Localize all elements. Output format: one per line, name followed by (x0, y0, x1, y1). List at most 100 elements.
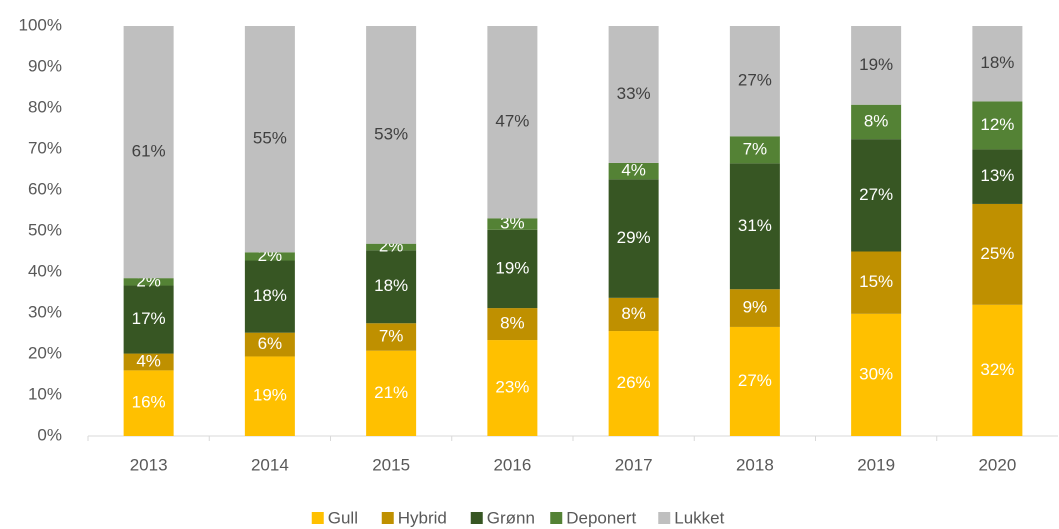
bar-segment (123, 370, 174, 436)
bar-segment (729, 289, 780, 327)
legend-label: Grønn (487, 508, 535, 527)
bar-segment (123, 278, 174, 286)
data-label: 23% (495, 378, 529, 397)
x-tick-label: 2020 (978, 455, 1016, 474)
legend-swatch (470, 512, 483, 524)
legend-swatch (550, 512, 563, 524)
bar-segment (244, 356, 295, 436)
bar-segment (366, 323, 417, 351)
data-label: 32% (980, 360, 1014, 379)
bar-segment (487, 26, 538, 219)
data-label: 18% (253, 286, 287, 305)
y-tick-label: 30% (28, 302, 62, 321)
bar-segment (487, 308, 538, 341)
y-tick-label: 90% (28, 56, 62, 75)
bar-segment (972, 101, 1023, 150)
y-tick-label: 60% (28, 179, 62, 198)
bar-segment (608, 162, 659, 180)
data-label: 4% (621, 161, 646, 180)
bar-segment (729, 136, 780, 164)
bar-segment (851, 104, 902, 140)
data-label: 8% (864, 111, 889, 130)
bar-segment (972, 149, 1023, 204)
bar-segment (851, 313, 902, 436)
bar-segment (851, 251, 902, 314)
bar-segment (972, 304, 1023, 436)
x-tick-label: 2014 (251, 455, 289, 474)
data-label: 47% (495, 112, 529, 131)
data-label: 26% (617, 373, 651, 392)
data-label: 12% (980, 115, 1014, 134)
data-label: 21% (374, 383, 408, 402)
bar-segment (608, 26, 659, 163)
bar-segment (608, 179, 659, 298)
legend-label: Deponert (566, 508, 636, 527)
data-label: 8% (621, 304, 646, 323)
bar-segment (244, 332, 295, 357)
data-label: 17% (132, 309, 166, 328)
x-tick-label: 2015 (372, 455, 410, 474)
y-tick-label: 80% (28, 97, 62, 116)
data-label: 19% (859, 55, 893, 74)
legend-swatch (311, 512, 324, 524)
bar-segment (851, 139, 902, 252)
bar-segment (729, 26, 780, 137)
data-label: 16% (132, 393, 166, 412)
bar-segment (123, 285, 174, 354)
legend-swatch (658, 512, 671, 524)
bar-segment (487, 340, 538, 436)
bar-segment (366, 26, 417, 244)
data-label: 27% (738, 371, 772, 390)
data-label: 18% (980, 53, 1014, 72)
x-tick-label: 2019 (857, 455, 895, 474)
bar-segment (366, 250, 417, 324)
x-tick-label: 2016 (493, 455, 531, 474)
x-tick-label: 2018 (736, 455, 774, 474)
bar-segment (729, 163, 780, 290)
bar-segment (972, 203, 1023, 305)
y-tick-label: 40% (28, 261, 62, 280)
legend-label: Gull (328, 508, 358, 527)
data-label: 53% (374, 124, 408, 143)
data-label: 15% (859, 272, 893, 291)
data-label: 19% (253, 386, 287, 405)
data-label: 6% (258, 334, 283, 353)
bar-segment (123, 353, 174, 371)
y-tick-label: 100% (19, 15, 62, 34)
data-label: 29% (617, 228, 651, 247)
data-label: 31% (738, 216, 772, 235)
y-tick-label: 0% (37, 425, 62, 444)
data-label: 13% (980, 166, 1014, 185)
data-label: 8% (500, 314, 525, 333)
y-tick-label: 70% (28, 138, 62, 157)
x-tick-label: 2013 (130, 455, 168, 474)
bar-segment (608, 331, 659, 436)
bar-segment (972, 26, 1023, 102)
legend-label: Lukket (674, 508, 724, 527)
data-label: 25% (980, 244, 1014, 263)
x-tick-label: 2017 (615, 455, 653, 474)
bar-segment (608, 297, 659, 332)
data-label: 18% (374, 276, 408, 295)
data-label: 9% (743, 298, 768, 317)
data-label: 4% (136, 351, 161, 370)
data-label: 55% (253, 129, 287, 148)
bar-segment (244, 26, 295, 253)
data-label: 7% (379, 326, 404, 345)
bar-segment (123, 26, 174, 279)
data-label: 30% (859, 364, 893, 383)
y-tick-label: 20% (28, 343, 62, 362)
data-label: 27% (859, 185, 893, 204)
y-tick-label: 50% (28, 220, 62, 239)
bar-segment (366, 350, 417, 436)
bar-segment (487, 229, 538, 309)
bar-segment (244, 260, 295, 333)
legend-label: Hybrid (398, 508, 447, 527)
data-label: 19% (495, 258, 529, 277)
y-tick-label: 10% (28, 384, 62, 403)
data-label: 33% (617, 84, 651, 103)
bar-segment (729, 326, 780, 436)
data-label: 27% (738, 71, 772, 90)
